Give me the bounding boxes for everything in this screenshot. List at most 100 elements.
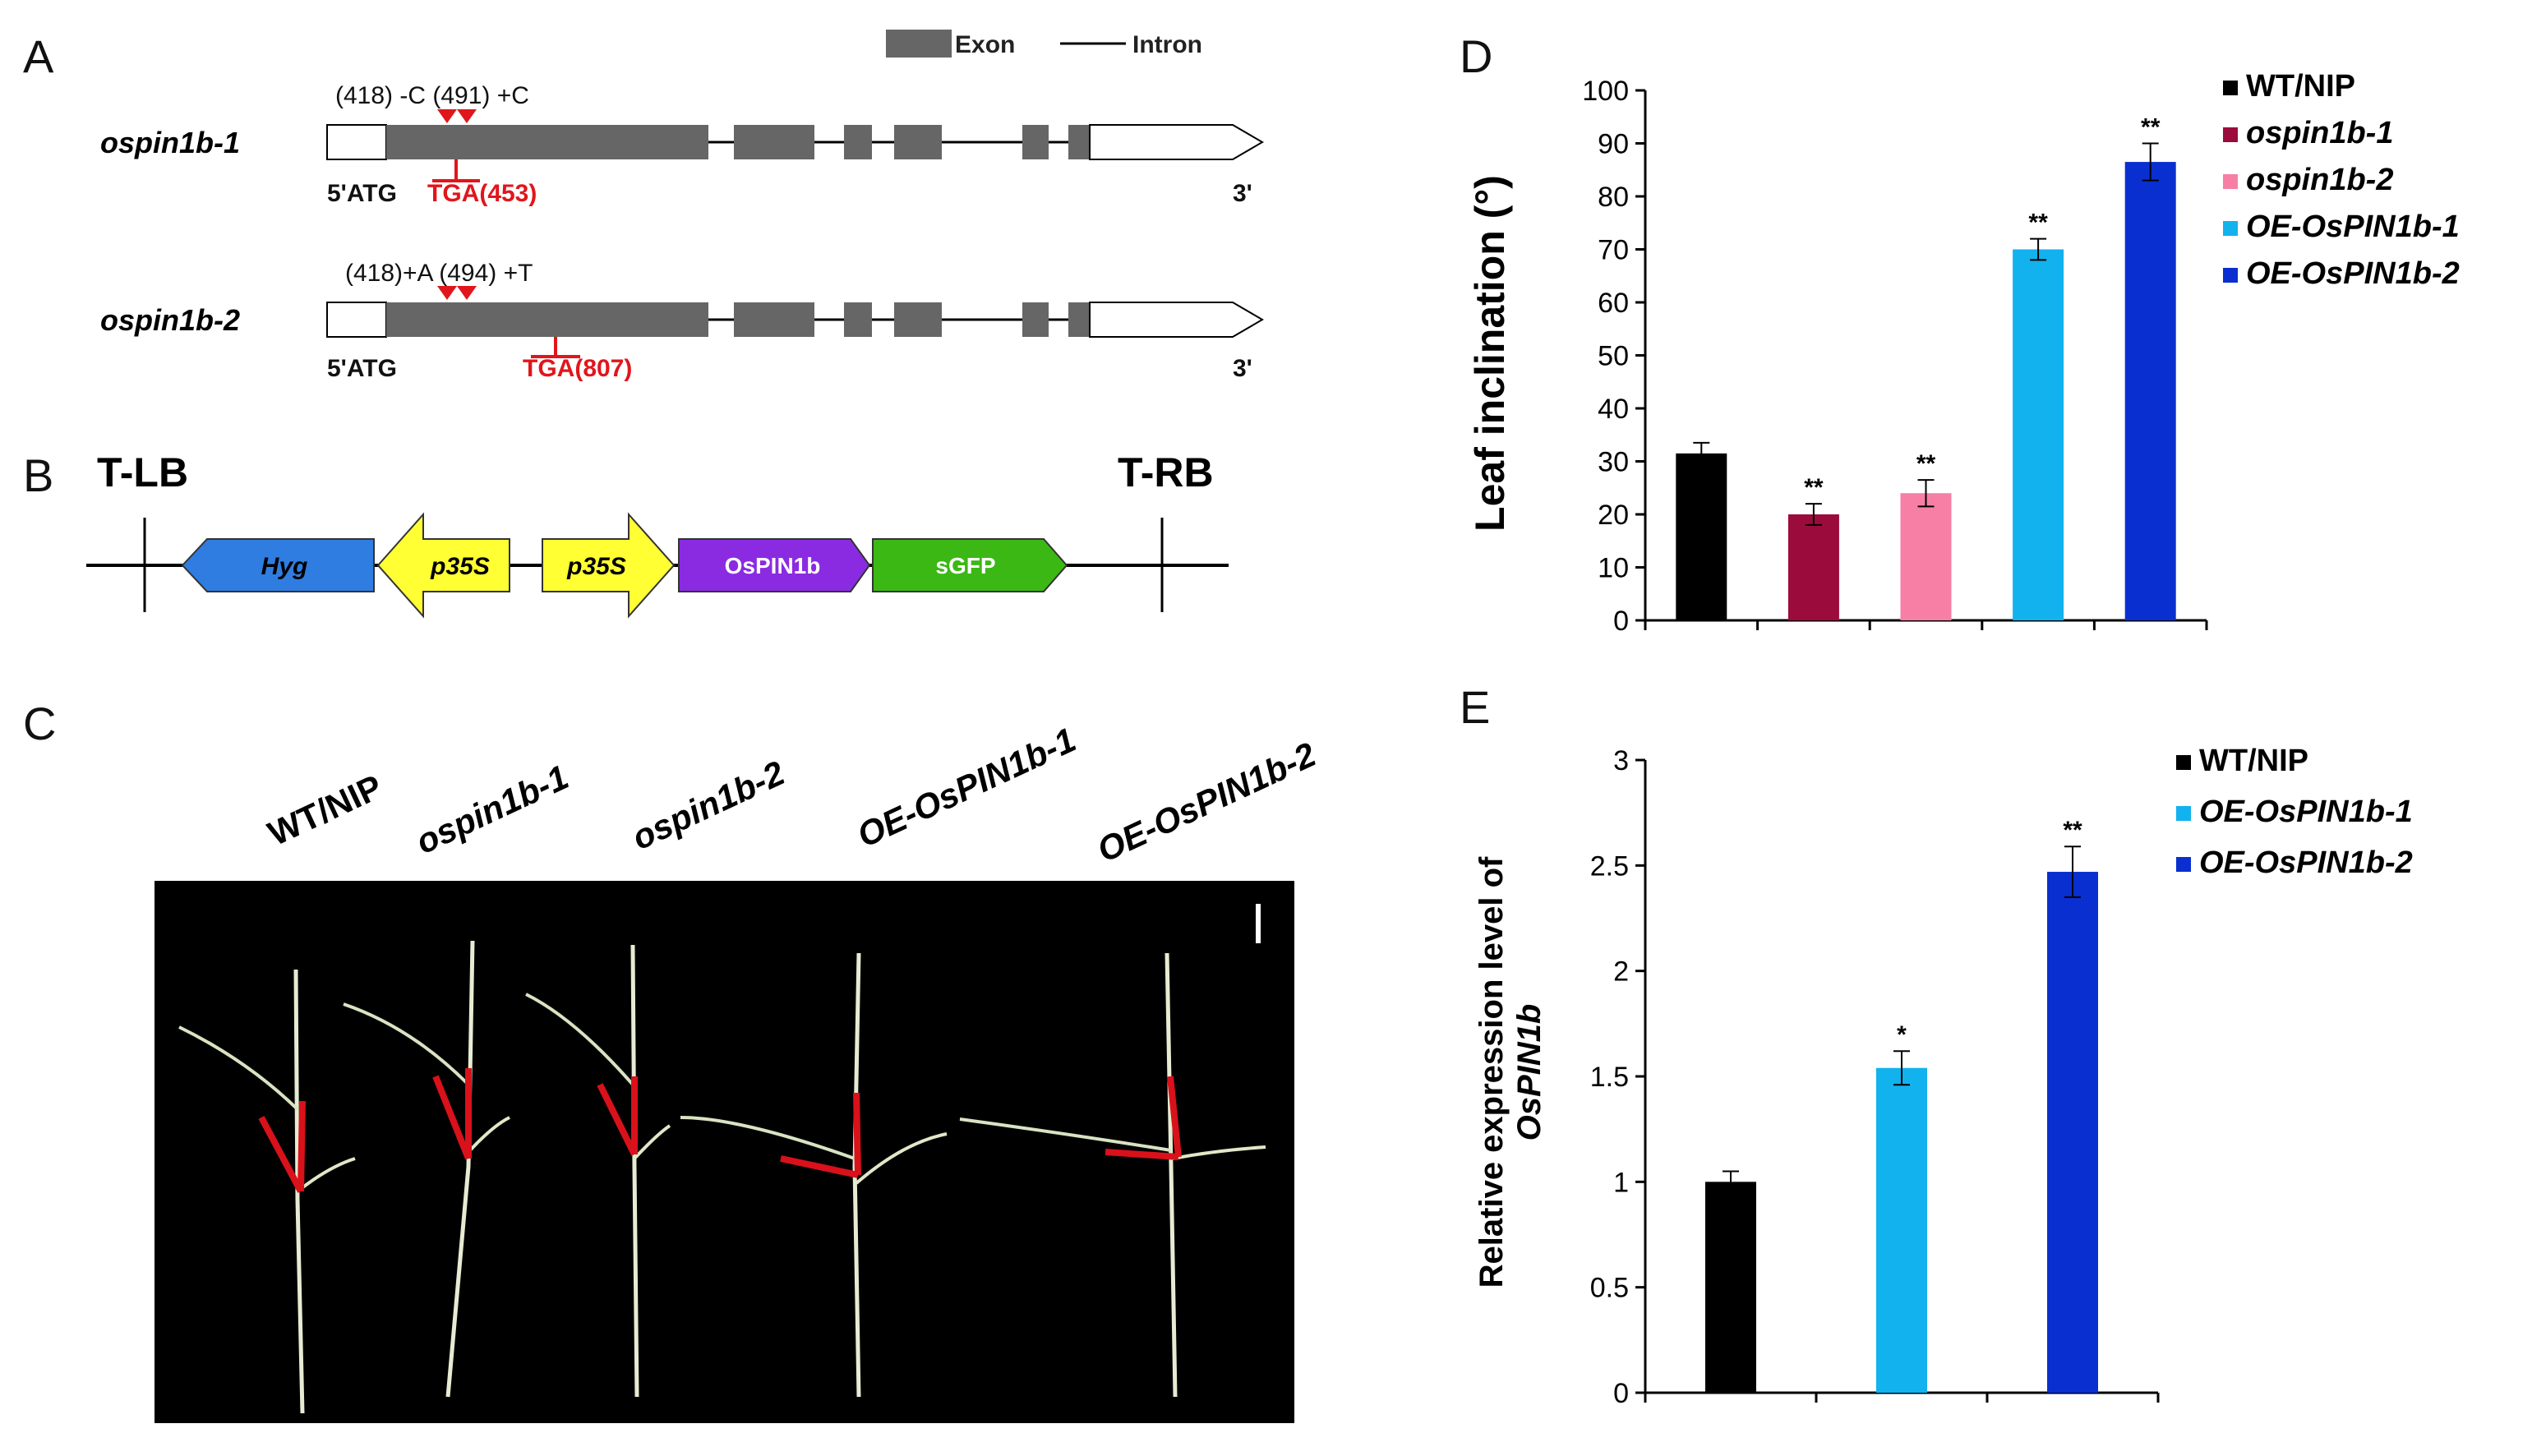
y-tick-label: 0 — [1613, 606, 1629, 637]
y-tick-label: 50 — [1598, 341, 1629, 372]
legend-label: OE-OsPIN1b-2 — [2246, 256, 2460, 291]
stop-codon-label: TGA(807) — [523, 355, 632, 382]
y-tick-label: 70 — [1598, 235, 1629, 266]
mutation-label: (418) -C (491) +C — [335, 82, 529, 109]
exon — [734, 302, 814, 337]
t-rb-label: T-RB — [1118, 449, 1214, 495]
gene-name: ospin1b-1 — [100, 126, 240, 159]
exon — [894, 125, 942, 159]
legend-swatch — [2176, 755, 2191, 770]
y-tick-label: 1 — [1613, 1167, 1629, 1198]
start-codon-label: 5'ATG — [327, 180, 397, 207]
scale-bar — [1256, 904, 1261, 943]
exon-legend-swatch — [886, 30, 952, 58]
legend-swatch — [2176, 857, 2191, 872]
y-tick-label: 100 — [1582, 76, 1629, 107]
exon — [1068, 125, 1090, 159]
gene-name: ospin1b-2 — [100, 303, 240, 337]
legend-swatch — [2223, 268, 2238, 283]
utr-5 — [326, 124, 387, 160]
genotype-label-ospin1b-2: ospin1b-2 — [626, 753, 791, 857]
y-tick-label: 20 — [1598, 500, 1629, 531]
mutation-marker-icon — [437, 286, 457, 300]
exon — [844, 125, 872, 159]
legend-label: OE-OsPIN1b-1 — [2246, 210, 2460, 244]
seedling-wt — [178, 969, 356, 1414]
bar — [1900, 493, 1952, 620]
stop-codon-label: TGA(453) — [427, 180, 537, 207]
genotype-label-oe-1: OE-OsPIN1b-1 — [851, 720, 1082, 855]
y-tick-label: 80 — [1598, 182, 1629, 213]
ospin1b-label: OsPIN1b — [725, 553, 821, 578]
gene-model-ospin1b-1: (418) -C (491) +C ospin1b-1 5'ATG TGA(45… — [100, 82, 1264, 207]
t-lb-label: T-LB — [97, 449, 188, 495]
seedling-ospin1b-1 — [343, 940, 510, 1398]
exon-legend-label: Exon — [955, 31, 1015, 58]
chart-d: 0 10 20 30 40 50 60 70 80 90 100 ** ** ** ** Leaf incli… — [1467, 69, 2460, 637]
utr-3 — [1089, 124, 1264, 160]
ospin1b-element — [678, 538, 871, 592]
sgfp-label: sGFP — [935, 553, 995, 578]
y-tick-label: 60 — [1598, 288, 1629, 319]
legend-label: OE-OsPIN1b-1 — [2199, 795, 2413, 829]
start-codon-label: 5'ATG — [327, 355, 397, 382]
mutation-label: (418)+A (494) +T — [345, 260, 533, 287]
significance-mark: * — [1897, 1021, 1907, 1048]
seedling-photo — [155, 881, 1294, 1423]
seedling-oe-1 — [680, 952, 948, 1398]
genotype-label-wt: WT/NIP — [262, 767, 388, 853]
legend-swatch — [2223, 81, 2238, 95]
significance-mark: ** — [2063, 817, 2082, 844]
y-tick-label: 40 — [1598, 394, 1629, 425]
panel-label-e: E — [1460, 681, 1490, 733]
exon — [1068, 302, 1090, 337]
legend-label: WT/NIP — [2246, 69, 2355, 104]
bar — [1787, 514, 1839, 620]
y-tick-label: 2.5 — [1590, 850, 1629, 882]
y-tick-label: 0 — [1613, 1378, 1629, 1409]
hyg-element — [181, 538, 375, 592]
intron-legend-label: Intron — [1132, 31, 1202, 58]
legend-label: ospin1b-2 — [2246, 163, 2393, 197]
y-axis-label: Leaf inclination (°) — [1467, 175, 1513, 532]
mutation-marker-icon — [437, 109, 457, 123]
exon — [386, 125, 708, 159]
legend-swatch — [2223, 221, 2238, 236]
legend-swatch — [2223, 127, 2238, 142]
y-tick-label: 90 — [1598, 129, 1629, 160]
significance-mark: ** — [1916, 450, 1936, 477]
gene-model-ospin1b-2: (418)+A (494) +T ospin1b-2 5'ATG TGA(807… — [100, 260, 1264, 382]
exon — [1022, 302, 1049, 337]
panel-label-c: C — [23, 698, 56, 749]
bar — [1676, 453, 1727, 620]
panel-label-b: B — [23, 449, 53, 501]
legend-label: OE-OsPIN1b-2 — [2199, 845, 2413, 880]
y-tick-label: 10 — [1598, 553, 1629, 584]
bar — [1705, 1182, 1756, 1393]
y-tick-label: 1.5 — [1590, 1062, 1629, 1093]
legend-swatch — [2223, 174, 2238, 189]
y-axis-label: Relative expression level of — [1474, 856, 1510, 1288]
panel-label-a: A — [23, 30, 54, 82]
bar — [2013, 249, 2064, 620]
p35s-right-element — [542, 512, 676, 619]
significance-mark: ** — [2141, 114, 2161, 141]
utr-5 — [326, 302, 387, 338]
three-prime-label: 3' — [1233, 180, 1252, 207]
y-tick-label: 30 — [1598, 447, 1629, 478]
y-tick-label: 2 — [1613, 956, 1629, 988]
seedling-ospin1b-2 — [525, 944, 671, 1398]
y-axis-label-gene: OsPIN1b — [1511, 1004, 1547, 1141]
panel-label-d: D — [1460, 30, 1492, 82]
utr-3 — [1089, 302, 1264, 338]
mutation-marker-icon — [457, 109, 477, 123]
exon — [386, 302, 708, 337]
p35s-right-label: p35S — [566, 553, 626, 580]
exon — [734, 125, 814, 159]
p35s-left-element — [376, 512, 510, 619]
sgfp-element — [872, 538, 1068, 592]
significance-mark: ** — [1804, 474, 1824, 501]
chart-e: 00.511.522.53***Relative expression leve… — [1474, 744, 2413, 1409]
exon — [1022, 125, 1049, 159]
bar — [1876, 1067, 1927, 1393]
